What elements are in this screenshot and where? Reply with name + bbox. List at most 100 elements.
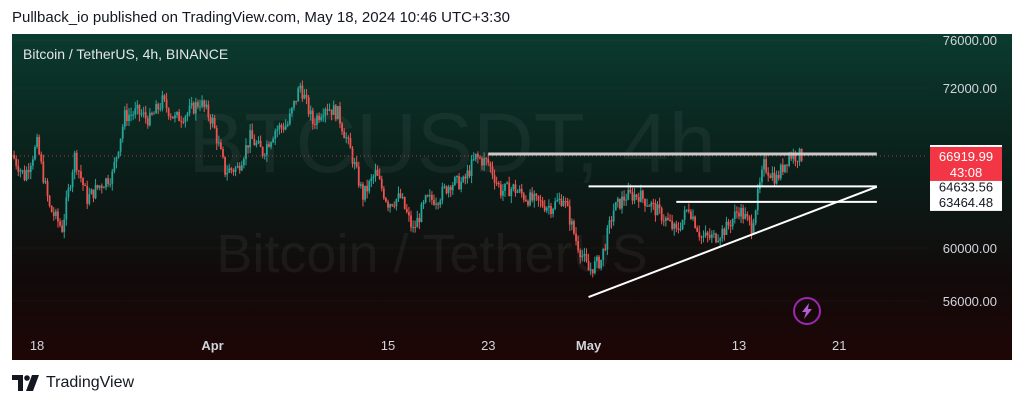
candle-body [15,158,18,166]
candle-body [88,194,91,204]
candle-body [155,103,158,114]
candle-body [533,193,536,201]
candle-body [278,125,281,130]
candle-body [733,211,736,219]
candle-body [481,158,483,166]
candle-body [399,193,402,198]
candle-body [583,254,586,256]
candle-body [671,220,674,229]
candle-body [84,185,87,187]
candle-body [117,151,120,158]
candle-body [54,211,57,217]
candle-body [706,232,709,236]
candle-body [633,194,636,201]
symbol-title[interactable]: Bitcoin / TetherUS, 4h, BINANCE [23,46,229,62]
tradingview-logo-icon [12,375,39,391]
time-tick-label: May [576,338,602,353]
candle-body [464,176,467,179]
candle-body [186,113,189,117]
candle-body [608,220,611,228]
time-tick-label: 18 [30,338,44,353]
candle-body [245,145,247,159]
candle-body [669,219,671,221]
candle-body [604,248,607,250]
candle-body [265,144,268,155]
candle-body [301,85,304,99]
candle-body [176,111,178,116]
candle-body [581,255,584,258]
candle-body [727,221,730,226]
candle-body [251,130,254,139]
candle-body [570,221,573,225]
candle-body [497,182,500,185]
candle-body [46,181,49,196]
time-tick-label: 21 [832,338,846,353]
candle-body [504,183,506,191]
candle-body [573,221,575,234]
watermark-big: BTCUSDT, 4h [188,96,715,190]
candle-body [107,178,109,185]
candle-body [781,164,784,172]
candle-body [184,116,187,123]
candle-body [654,202,657,216]
candle-body [788,154,791,166]
candle-body [602,248,605,260]
candle-body [307,97,310,115]
candle-body [320,117,323,121]
candle-body [40,154,43,162]
candle-body [589,269,592,271]
candle-body [211,117,214,124]
candle-body [443,186,446,188]
candle-body [456,175,458,178]
candle-body [683,210,686,220]
candle-body [109,183,112,185]
candle-body [428,195,431,197]
candle-body [190,102,193,106]
candle-body [27,169,30,173]
candle-body [600,259,603,268]
candle-body [303,94,306,99]
candle-body [324,109,327,116]
candle-body [472,159,475,161]
candle-body [525,199,527,202]
candle-body [17,165,20,172]
candle-body [263,154,266,156]
tradingview-logo[interactable]: TradingView [12,374,134,392]
candle-body [506,182,509,184]
candle-body [203,100,206,107]
candle-body [322,115,325,118]
candle-body [596,256,598,262]
trendline[interactable] [588,185,878,298]
candle-body [646,205,648,207]
candle-body [345,137,348,139]
price-chart[interactable]: BTCUSDT, 4h Bitcoin / TetherUS 76000.00 7… [12,34,1012,360]
level-price-tag [930,177,1002,196]
candle-body [82,178,84,186]
candle-body [119,138,122,152]
lightning-icon[interactable] [793,297,821,325]
candle-body [529,192,531,206]
candle-body [625,199,628,201]
candle-body [514,184,517,193]
candle-body [222,149,224,157]
candle-body [123,110,126,127]
candle-body [487,159,490,163]
candle-body [249,130,252,148]
candle-body [213,117,216,129]
candle-body [704,232,707,237]
candle-body [336,106,339,120]
candle-body [510,189,513,197]
candle-body [362,184,364,200]
candle-body [201,100,204,107]
candle-body [717,240,719,243]
candle-body [86,185,89,204]
candle-body [675,223,678,229]
candle-body [708,235,711,238]
candle-body [71,172,74,188]
candle-body [418,217,421,222]
candle-body [765,159,768,173]
watermark-small: Bitcoin / TetherUS [216,224,647,284]
candle-body [134,108,137,115]
candle-body [274,130,277,139]
chart-panel[interactable]: BTCUSDT, 4h Bitcoin / TetherUS 76000.00 7… [12,34,1012,360]
